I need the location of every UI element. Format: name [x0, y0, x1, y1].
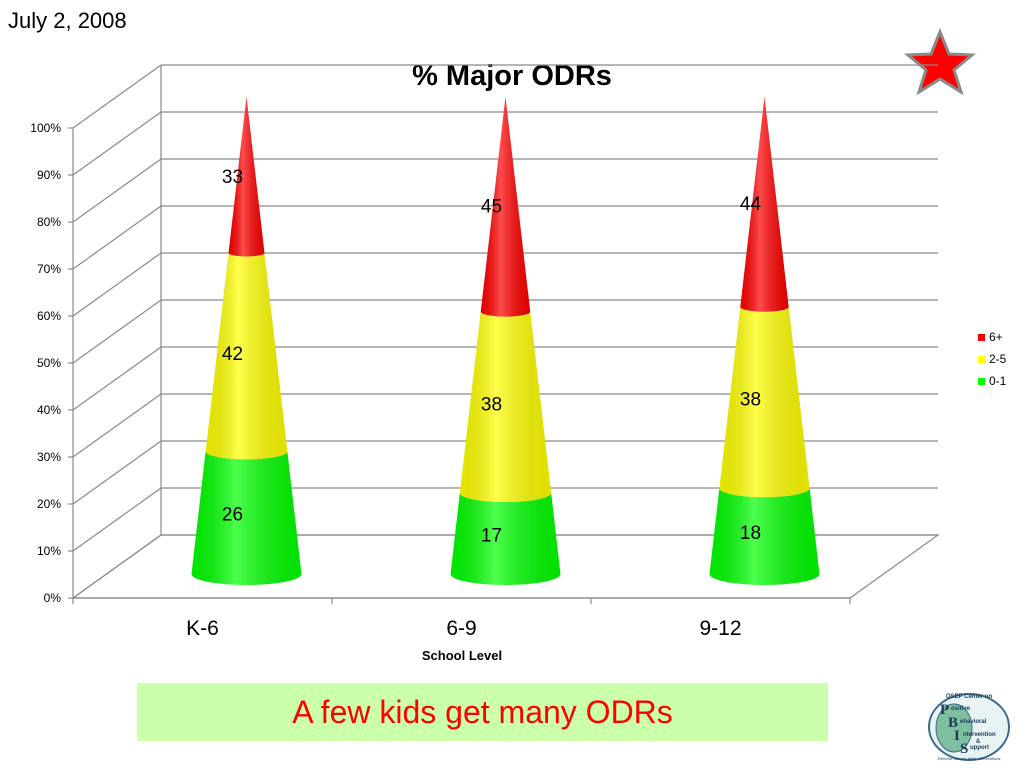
x-tick-label: 9-12 — [699, 617, 741, 640]
side-gridline — [72, 393, 162, 458]
y-tick-label: 100% — [30, 121, 61, 135]
legend-swatch-0-1 — [978, 378, 985, 385]
y-tick-label: 30% — [37, 450, 61, 464]
data-label-2-5: 38 — [740, 390, 761, 411]
y-tick-label: 0% — [44, 591, 62, 605]
y-tick-label: 10% — [37, 544, 61, 558]
side-gridline — [72, 205, 162, 270]
logo-word-positive: ositive — [951, 706, 971, 712]
legend-swatch-6+ — [978, 334, 985, 341]
x-tick-label: 6-9 — [446, 617, 476, 640]
caption-box: A few kids get many ODRs — [137, 683, 828, 741]
caption-text: A few kids get many ODRs — [292, 693, 673, 730]
date-label: July 2, 2008 — [8, 8, 127, 33]
side-gridline — [72, 534, 162, 599]
side-gridline — [72, 158, 162, 223]
x-tick-label: K-6 — [186, 617, 219, 640]
y-axis: 0% 10% 20% 30% 40% 50% 60% 70% 80% 90% 100% — [30, 121, 74, 605]
cone-shade — [459, 311, 552, 503]
pbis-logo: OSEP Center on P B I S ositive ehavioral… — [926, 690, 1012, 762]
logo-bottom-text: Effective School-Wide Interventions — [937, 756, 1000, 761]
data-label-6+: 45 — [481, 196, 502, 217]
side-gridline — [72, 299, 162, 364]
legend: 6+ 2-5 0-1 — [978, 330, 1007, 388]
y-tick-label: 60% — [37, 309, 61, 323]
side-gridline — [72, 64, 162, 129]
side-gridline — [72, 111, 162, 176]
logo-top-text: OSEP Center on — [946, 694, 993, 700]
legend-label-0-1: 0-1 — [989, 374, 1007, 388]
cone-shade — [740, 97, 789, 312]
data-label-2-5: 42 — [222, 344, 243, 365]
legend-label-6+: 6+ — [989, 330, 1003, 344]
cone-shade — [228, 97, 265, 257]
legend-label-2-5: 2-5 — [989, 352, 1007, 366]
logo-letter-p: P — [940, 702, 949, 718]
star-icon — [900, 28, 1000, 100]
cone-shade — [450, 492, 561, 585]
cone-K-6: 26 42 33 — [191, 97, 302, 585]
side-gridline — [72, 487, 162, 552]
y-tick-label: 50% — [37, 356, 61, 370]
side-gridline — [72, 252, 162, 317]
data-label-2-5: 38 — [481, 394, 502, 415]
cone-shade — [205, 252, 288, 460]
y-tick-label: 70% — [37, 262, 61, 276]
data-label-0-1: 18 — [740, 523, 761, 544]
cone-shade — [709, 488, 820, 585]
legend-swatch-2-5 — [978, 356, 985, 363]
y-tick-label: 90% — [37, 168, 61, 182]
logo-word-support: upport — [970, 745, 989, 751]
y-tick-label: 80% — [37, 215, 61, 229]
logo-word-intervention: ntervention — [963, 732, 996, 738]
y-tick-label: 20% — [37, 497, 61, 511]
logo-word-behavioral: ehavioral — [960, 719, 987, 725]
logo-letter-i: I — [954, 728, 960, 744]
data-label-6+: 44 — [740, 194, 762, 215]
cones: 26 42 33 17 38 45 18 38 44 — [191, 97, 820, 585]
x-axis: K-6 6-9 9-12 — [72, 597, 851, 640]
cone-9-12: 18 38 44 — [709, 97, 820, 585]
side-gridline — [72, 440, 162, 505]
cone-shade — [191, 451, 302, 585]
data-label-0-1: 17 — [481, 525, 502, 546]
logo-word-and: & — [976, 739, 981, 745]
cone-6-9: 17 38 45 — [450, 97, 561, 585]
logo-letter-b: B — [948, 715, 958, 731]
x-axis-title: School Level — [422, 648, 502, 663]
logo-letter-s: S — [960, 741, 968, 757]
cone-shade — [480, 97, 531, 317]
y-tick-label: 40% — [37, 403, 61, 417]
data-label-0-1: 26 — [222, 505, 243, 526]
cone-chart: % Major ODRs 0%10%20%30%40%50%60%70%80%9… — [30, 60, 1007, 663]
data-label-6+: 33 — [222, 167, 243, 188]
side-gridline — [72, 346, 162, 411]
cone-shade — [719, 306, 810, 498]
